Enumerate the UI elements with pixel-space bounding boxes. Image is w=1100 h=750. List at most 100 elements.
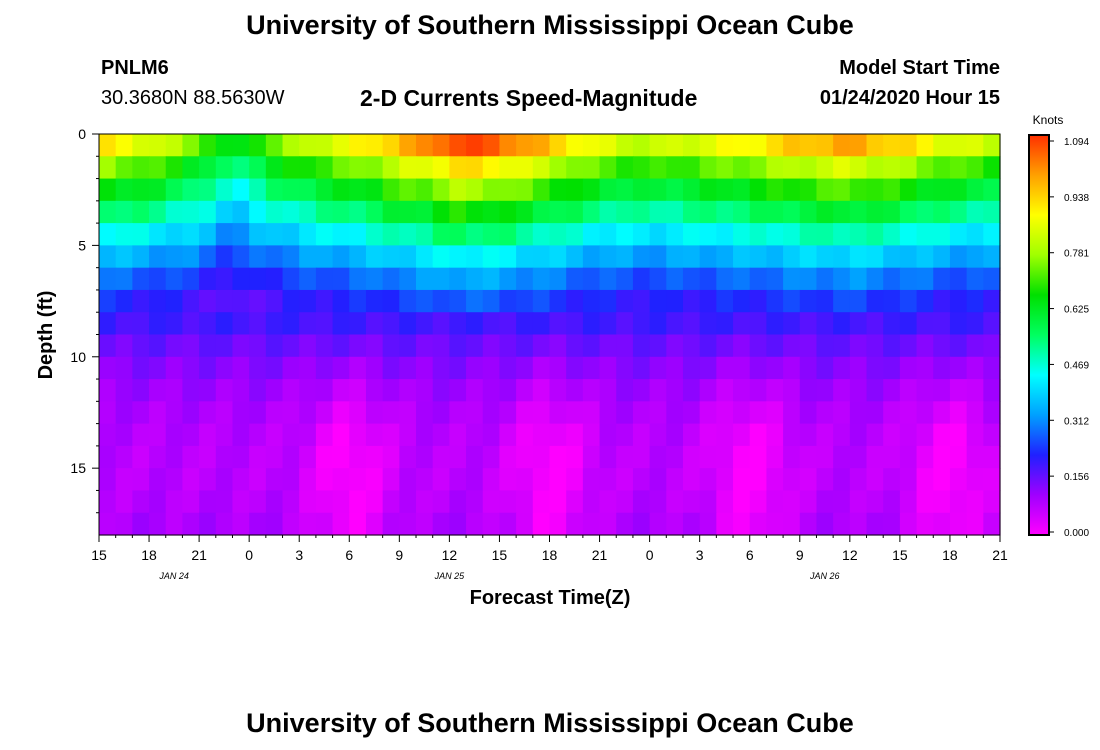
heatmap-cell [549, 312, 567, 336]
heatmap-cell [165, 156, 184, 180]
heatmap-cell [699, 312, 717, 336]
heatmap-cell [399, 178, 417, 202]
colorbar-tick-label: 0.312 [1064, 416, 1089, 427]
heatmap-cell [432, 200, 450, 224]
heatmap-cell [682, 423, 701, 447]
heatmap-cell [616, 512, 634, 536]
heatmap-cell [332, 156, 350, 180]
heatmap-cell [582, 379, 601, 402]
heatmap-cell [749, 512, 768, 536]
date-label: JAN 26 [809, 571, 840, 581]
heatmap-cell [265, 423, 284, 447]
heatmap-cell [916, 490, 934, 514]
heatmap-cell [666, 334, 684, 358]
heatmap-cell [416, 379, 434, 402]
heatmap-cell [632, 379, 651, 402]
heatmap-cell [833, 223, 851, 246]
heatmap-cell [115, 401, 133, 425]
x-tick-label: 18 [542, 547, 558, 563]
heatmap-cell [282, 134, 300, 157]
heatmap-cell [933, 289, 951, 313]
heatmap-cell [816, 445, 834, 469]
heatmap-cell [349, 134, 367, 157]
heatmap-cell [182, 267, 200, 291]
heatmap-cell [482, 512, 501, 536]
heatmap-cell [599, 445, 617, 469]
heatmap-cell [949, 245, 968, 269]
heatmap-cell [165, 267, 184, 291]
heatmap-cell [449, 401, 467, 425]
heatmap-cell [816, 356, 834, 380]
heatmap-cell [816, 490, 834, 514]
heatmap-cell [799, 401, 818, 425]
heatmap-cell [432, 134, 450, 157]
heatmap-cell [899, 245, 918, 269]
heatmap-cell [899, 445, 918, 469]
heatmap-cell [799, 245, 818, 269]
heatmap-cell [866, 512, 884, 536]
heatmap-cell [833, 512, 851, 536]
x-tick-label: 15 [492, 547, 508, 563]
heatmap-cell [833, 334, 851, 358]
heatmap-cell [616, 445, 634, 469]
heatmap-cell [466, 134, 484, 157]
heatmap-cell [182, 490, 200, 514]
heatmap-cell [482, 468, 501, 492]
y-tick-label: 5 [78, 237, 86, 253]
heatmap-cell [849, 379, 868, 402]
heatmap-cell [449, 267, 467, 291]
heatmap-cell [649, 245, 667, 269]
heatmap-cell [766, 178, 784, 202]
heatmap-cell [649, 468, 667, 492]
x-tick-label: 0 [646, 547, 654, 563]
heatmap-cell [849, 289, 868, 313]
heatmap-cell [783, 379, 801, 402]
heatmap-cell [766, 200, 784, 224]
heatmap-cell [766, 223, 784, 246]
heatmap-cell [132, 289, 150, 313]
heatmap-cell [799, 156, 818, 180]
heatmap-cell [599, 423, 617, 447]
heatmap-cell [582, 156, 601, 180]
heatmap-cell [115, 334, 133, 358]
heatmap-cell [666, 379, 684, 402]
heatmap-cell [699, 289, 717, 313]
heatmap-cell [299, 134, 317, 157]
heatmap-cell [582, 334, 601, 358]
heatmap-cell [265, 178, 284, 202]
heatmap-cell [816, 401, 834, 425]
heatmap-cell [833, 267, 851, 291]
heatmap-cell [132, 267, 150, 291]
heatmap-cell [416, 178, 434, 202]
heatmap-cell [566, 423, 584, 447]
heatmap-cell [733, 156, 751, 180]
heatmap-cell [849, 334, 868, 358]
heatmap-cell [532, 289, 551, 313]
heatmap-cell [632, 445, 651, 469]
heatmap-cell [933, 334, 951, 358]
heatmap-cell [532, 312, 551, 336]
heatmap-cell [149, 134, 167, 157]
heatmap-cell [232, 401, 250, 425]
heatmap-cell [482, 245, 501, 269]
heatmap-cell [466, 445, 484, 469]
heatmap-cell [582, 490, 601, 514]
heatmap-cell [482, 223, 501, 246]
heatmap-cell [766, 512, 784, 536]
heatmap-cell [933, 223, 951, 246]
heatmap-cell [799, 312, 818, 336]
heatmap-cell [549, 178, 567, 202]
heatmap-cell [265, 490, 284, 514]
heatmap-cell [883, 468, 901, 492]
heatmap-cell [466, 245, 484, 269]
heatmap-cell [182, 245, 200, 269]
heatmap-cell [949, 379, 968, 402]
heatmap-cell [349, 223, 367, 246]
heatmap-cell [783, 223, 801, 246]
heatmap-cell [599, 401, 617, 425]
heatmap-cell [349, 312, 367, 336]
heatmap-cell [416, 334, 434, 358]
heatmap-cell [549, 200, 567, 224]
heatmap-cell [165, 356, 184, 380]
heatmap-cell [165, 200, 184, 224]
